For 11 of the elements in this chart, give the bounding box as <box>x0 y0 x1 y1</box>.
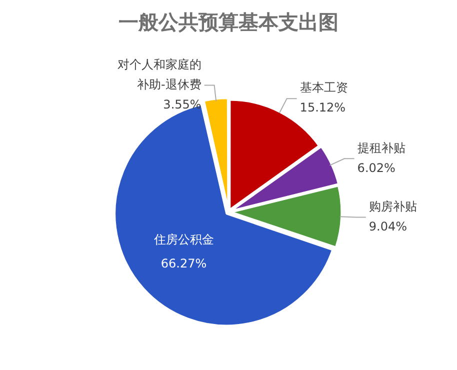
slice-label: 基本工资 <box>300 80 348 95</box>
slice-label: 对个人和家庭的补助-退休费 <box>117 57 202 92</box>
data-label: 6.02% <box>357 160 396 175</box>
data-label: 3.55% <box>163 97 202 112</box>
data-label: 15.12% <box>300 100 346 115</box>
slice-label: 住房公积金 <box>152 232 214 246</box>
slice-label: 购房补贴 <box>368 199 417 214</box>
data-label: 9.04% <box>368 219 408 234</box>
slice-label: 提租补贴 <box>357 140 406 155</box>
chart-title: 一般公共预算基本支出图 <box>118 9 340 36</box>
data-label: 66.27% <box>160 256 207 270</box>
